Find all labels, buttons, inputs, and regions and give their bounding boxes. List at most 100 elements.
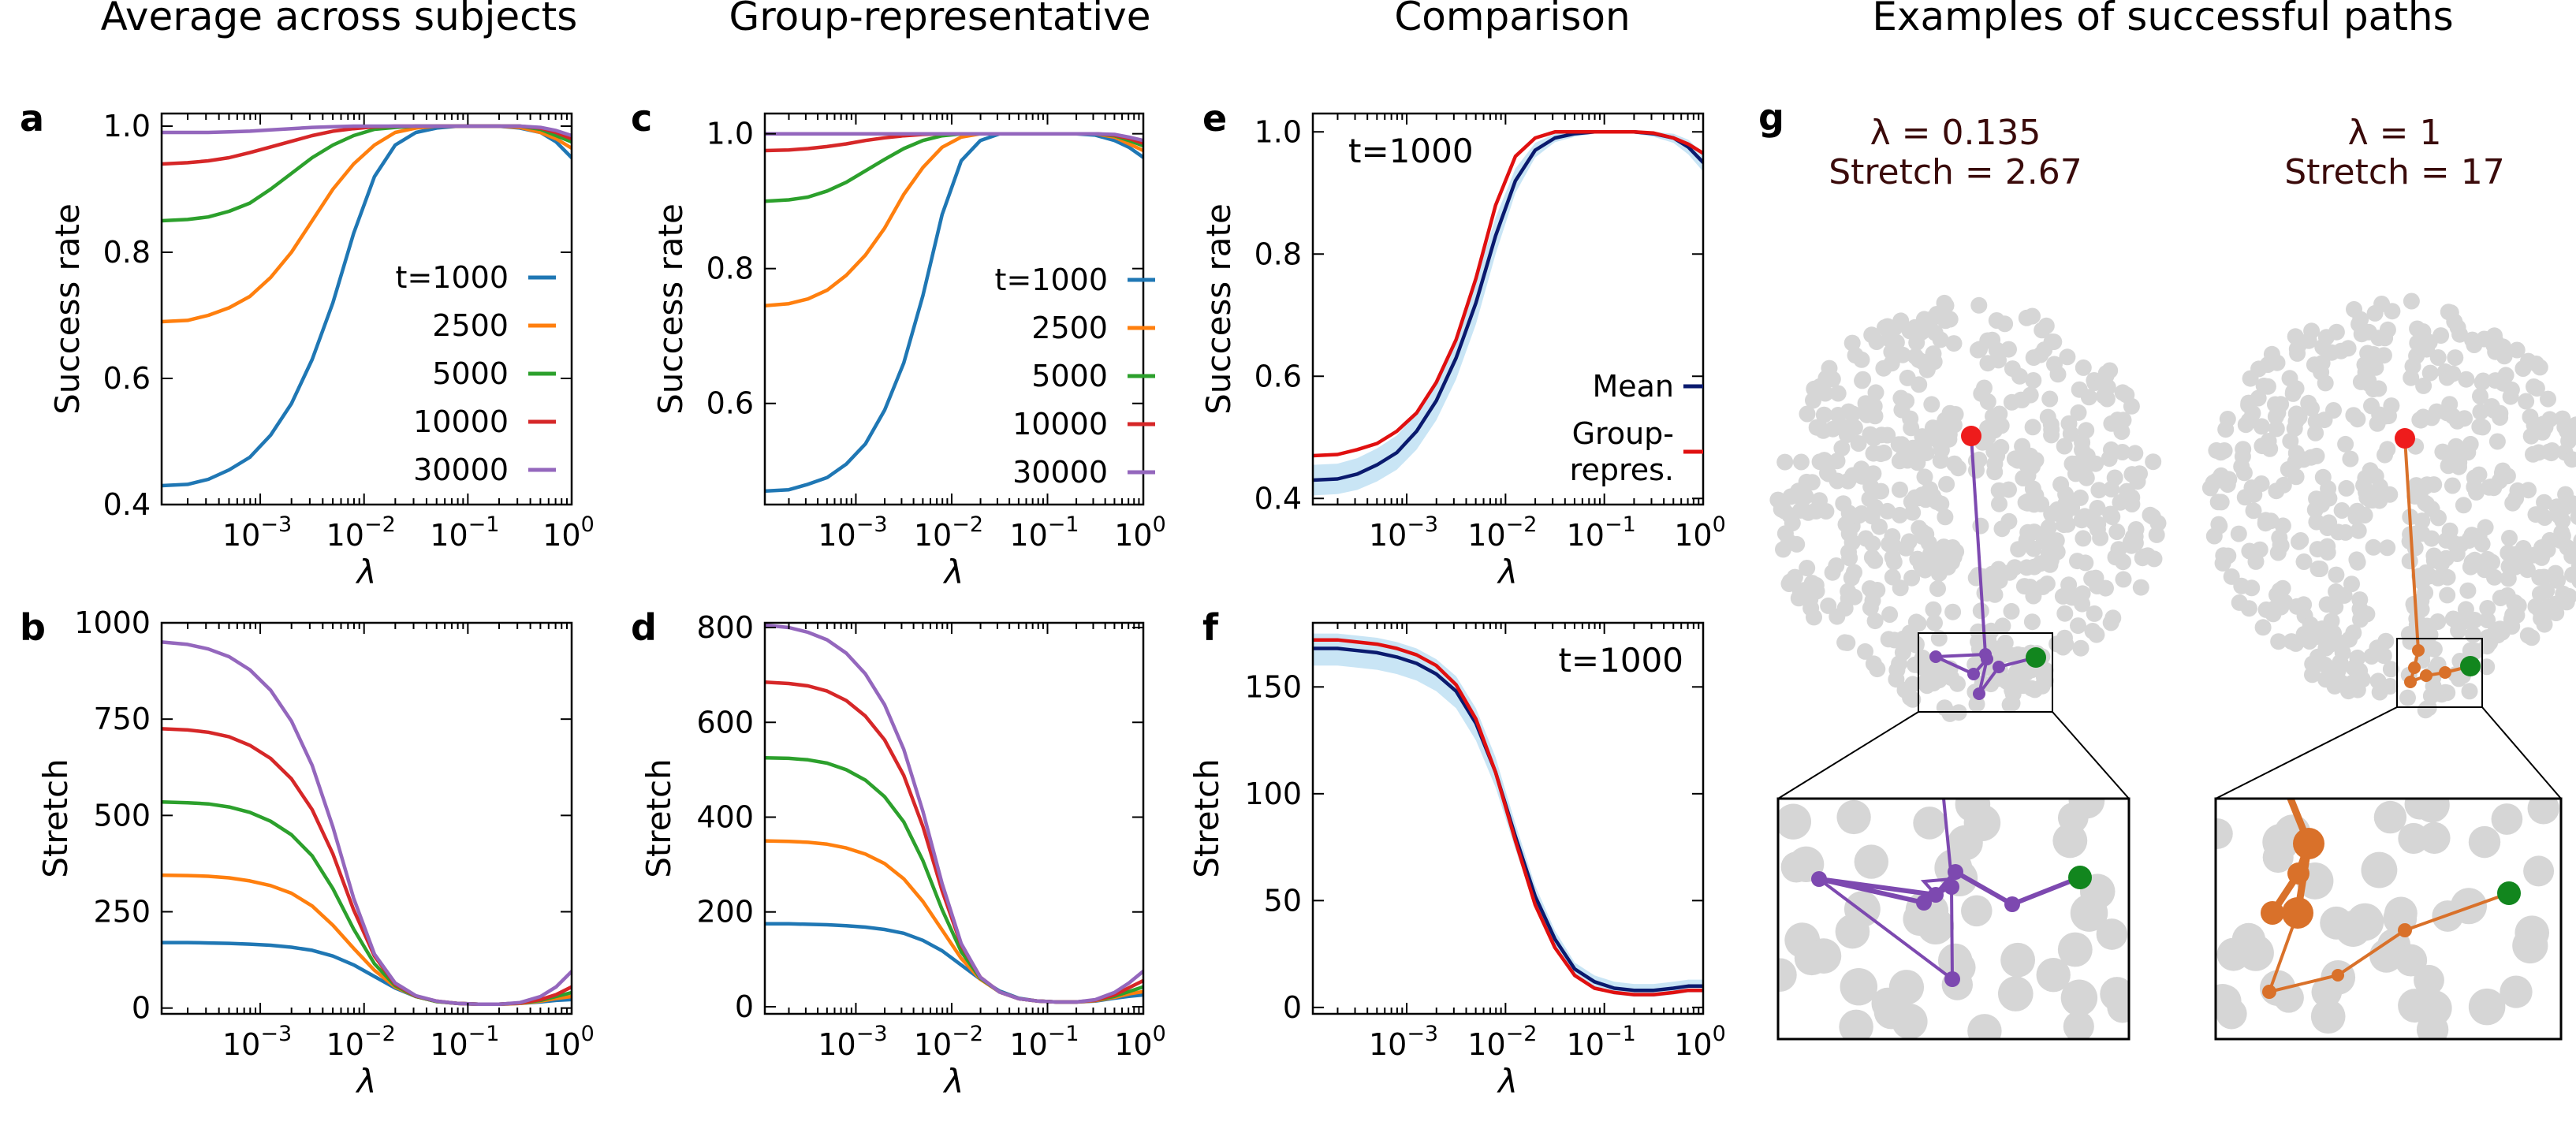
- y-tick-label: 0.6: [103, 361, 151, 396]
- brain-node: [2365, 538, 2382, 556]
- brain-node: [1855, 371, 1872, 388]
- brain-node: [2102, 505, 2119, 523]
- brain-node: [2507, 558, 2524, 576]
- x-axis-label-b: λ: [356, 1062, 377, 1101]
- brain-node: [2304, 655, 2321, 672]
- brain-node: [1806, 938, 1842, 974]
- brain-node: [2004, 682, 2021, 698]
- brain-node: [2491, 803, 2523, 835]
- x-tick-label: 10−1: [430, 512, 499, 553]
- brain-node: [1929, 665, 1946, 683]
- brain-node: [2070, 404, 2087, 421]
- y-tick-label: 750: [93, 702, 151, 736]
- y-tick-label: 0.8: [103, 235, 151, 270]
- brain-node: [2148, 526, 2165, 543]
- brain-node: [2088, 626, 2105, 643]
- brain-node: [2450, 670, 2467, 687]
- brain-node: [1895, 630, 1912, 647]
- brain-node: [1930, 630, 1948, 647]
- brain-node: [2041, 556, 2059, 573]
- brain-node: [1815, 406, 1832, 423]
- brain-node: [1929, 580, 1946, 598]
- brain-node: [2269, 544, 2287, 561]
- brain-node: [2049, 366, 2067, 383]
- series-group-e: [1313, 130, 1703, 482]
- brain-node: [2472, 388, 2488, 405]
- brain-node: [2455, 497, 2472, 514]
- brain-node: [2439, 587, 2456, 604]
- source-node: [2395, 428, 2415, 449]
- column-title-average: Average across subjects: [101, 0, 578, 39]
- path-node: [1993, 661, 2005, 673]
- brain-node: [1997, 976, 2034, 1011]
- brain-node: [1937, 297, 1955, 315]
- path-node: [1916, 895, 1932, 911]
- brain-node: [2019, 467, 2037, 484]
- brain-node: [1844, 467, 1862, 484]
- brain-node: [2528, 380, 2545, 397]
- y-axis-label-f: Stretch: [1187, 758, 1226, 878]
- series-line-e-Grouprepres: [1313, 130, 1703, 458]
- brain-node: [2263, 345, 2280, 363]
- x-axis-label-e: λ: [1497, 553, 1518, 591]
- series-group-a: [162, 124, 572, 488]
- y-tick-label: 100: [1244, 777, 1302, 811]
- brain-node: [1967, 453, 1985, 469]
- brain-node: [1899, 369, 1916, 386]
- series-line-a-2500: [162, 124, 572, 324]
- brain-node: [1871, 987, 1904, 1020]
- brain-node: [2488, 433, 2506, 450]
- example-1-stretch: Stretch = 2.67: [1829, 152, 2082, 192]
- path-node: [1944, 879, 1959, 895]
- brain-node: [1991, 405, 2008, 423]
- brain-node: [2508, 606, 2526, 624]
- x-tick-label: 10−3: [1369, 512, 1438, 553]
- y-tick-label: 0.6: [706, 386, 754, 421]
- brain-node: [1828, 557, 1845, 574]
- axes-frame-f: [1311, 621, 1705, 1015]
- legend-label: t=1000: [396, 260, 509, 295]
- series-group-b: [162, 640, 572, 1007]
- brain-node: [1972, 517, 1989, 535]
- brain-node: [1892, 481, 1908, 498]
- brain-node: [1944, 603, 1962, 620]
- brain-node: [2334, 644, 2351, 661]
- brain-node: [2322, 635, 2339, 653]
- path-node: [1973, 687, 1985, 700]
- brain-node: [2254, 619, 2272, 636]
- y-ticks-a: 0.4 0.6 0.8 1.0: [103, 109, 572, 522]
- path-node: [1944, 971, 1960, 987]
- brain-node: [2466, 612, 2483, 628]
- brain-node: [2247, 553, 2265, 570]
- y-tick-label: 200: [696, 895, 754, 929]
- zoom-region-1: [1918, 632, 2053, 713]
- brain-node: [2271, 529, 2288, 546]
- brain-node: [2114, 444, 2131, 460]
- brain-node: [2547, 595, 2564, 613]
- brain-node: [2253, 418, 2270, 435]
- brain-node: [1857, 643, 1873, 660]
- brain-node: [1871, 518, 1888, 535]
- brain-node: [2295, 553, 2313, 570]
- y-axis-label-e: Success rate: [1199, 203, 1238, 415]
- brain-node: [2243, 579, 2261, 597]
- brain-network-1: [1769, 294, 2167, 722]
- brain-node: [2444, 610, 2462, 628]
- brain-node: [2090, 482, 2108, 499]
- path-node: [2420, 669, 2432, 682]
- brain-node: [2573, 534, 2576, 547]
- x-tick-label: 100: [1674, 512, 1726, 553]
- brain-node: [1908, 334, 1925, 352]
- brain-node: [2328, 566, 2345, 583]
- path-node: [2282, 897, 2313, 929]
- brain-node: [2470, 530, 2488, 546]
- brain-node: [2403, 292, 2420, 310]
- brain-node: [2540, 390, 2556, 408]
- brain-node: [1885, 553, 1903, 571]
- brain-node: [2365, 346, 2382, 363]
- panel-label-d: d: [631, 606, 657, 649]
- y-ticks-d: 0 200 400 600 800: [696, 610, 1143, 1024]
- brain-node: [1829, 608, 1846, 625]
- brain-node: [2354, 671, 2371, 688]
- brain-node: [2349, 502, 2365, 520]
